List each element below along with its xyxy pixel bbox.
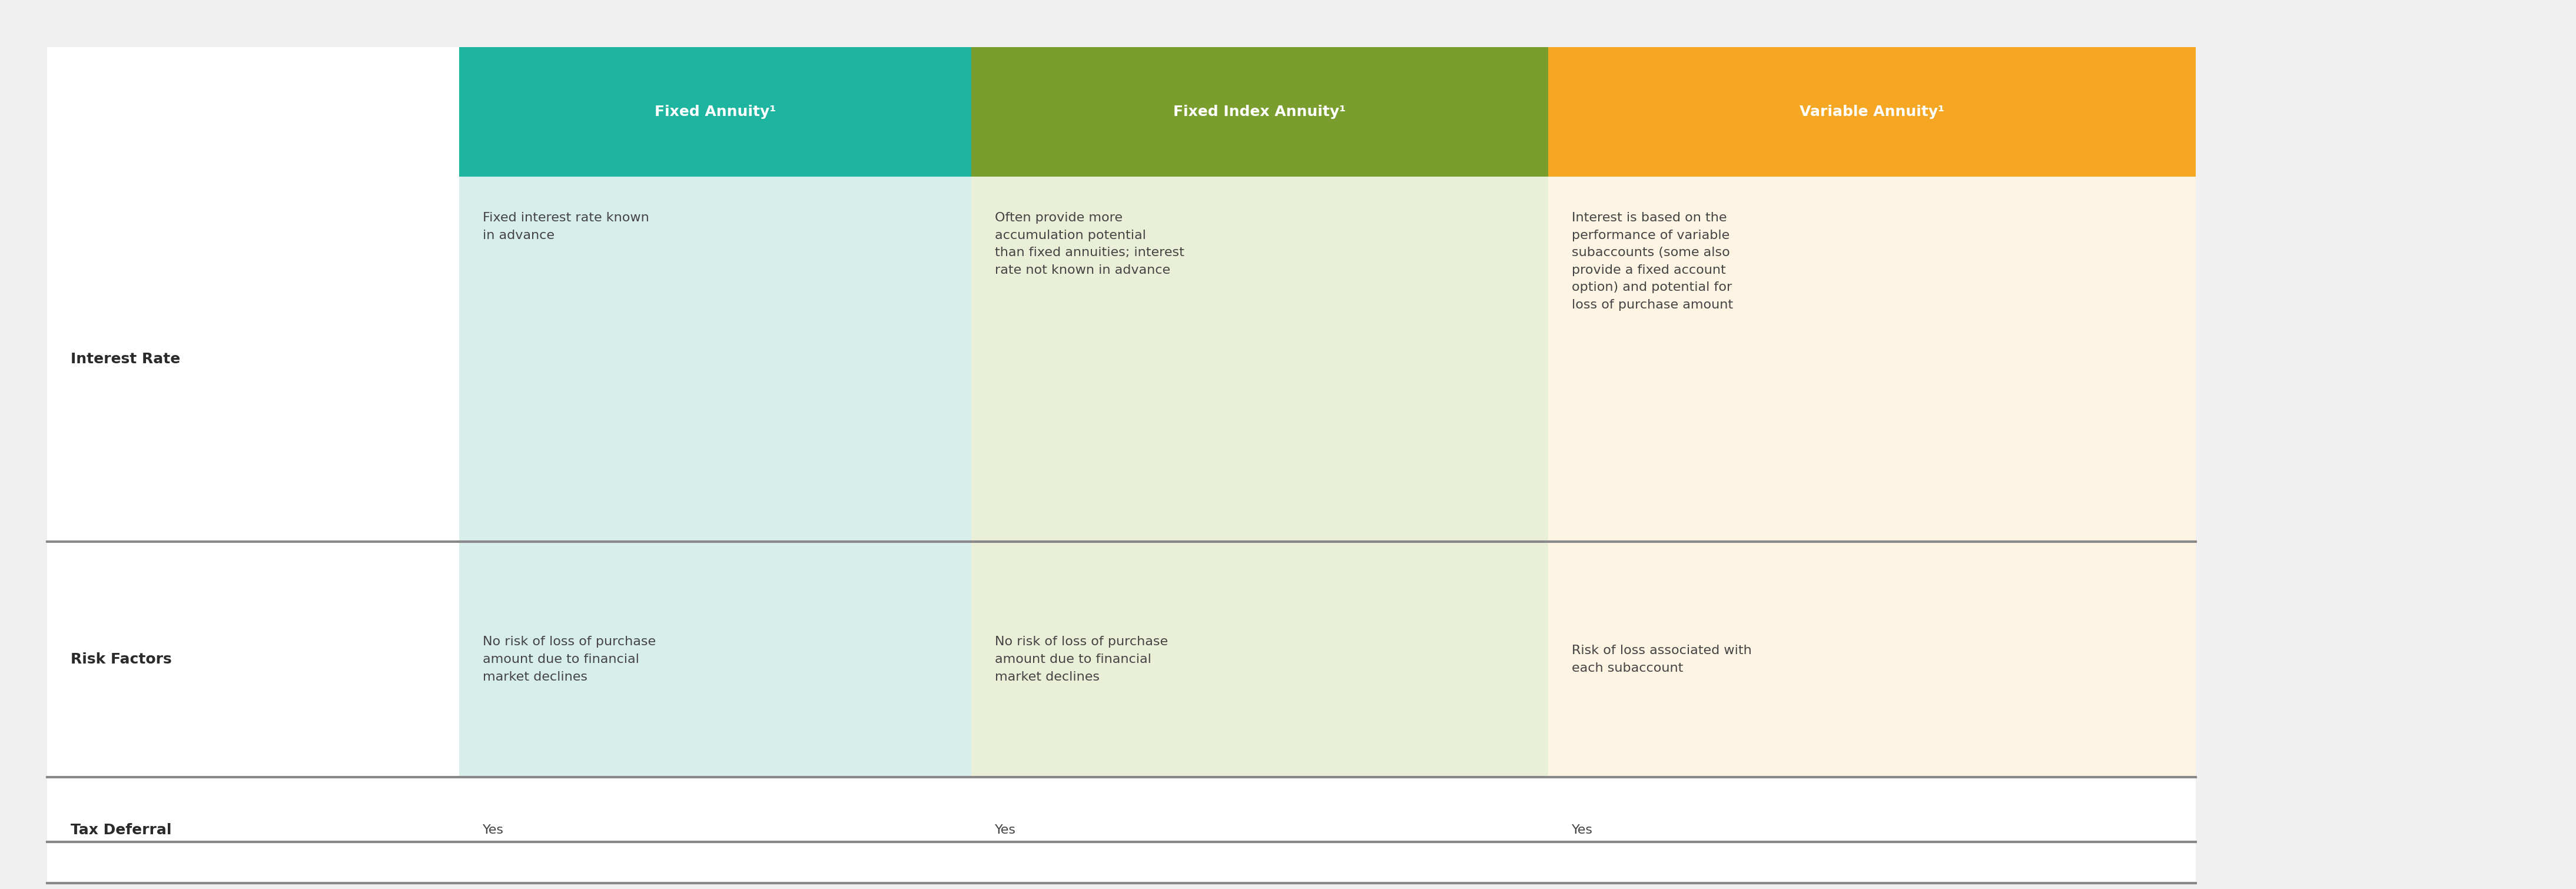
Text: Fixed Annuity¹: Fixed Annuity¹ [654, 105, 775, 119]
Bar [459, 177, 971, 541]
Text: Interest is based on the
performance of variable
subaccounts (some also
provide : Interest is based on the performance of … [1571, 212, 1734, 311]
Text: Yes: Yes [1571, 824, 1592, 836]
Bar [46, 177, 459, 541]
Bar [1548, 541, 2195, 777]
Bar [971, 177, 1548, 541]
Text: Risk Factors: Risk Factors [70, 653, 173, 667]
Text: Often provide more
accumulation potential
than fixed annuities; interest
rate no: Often provide more accumulation potentia… [994, 212, 1185, 276]
Bar [1548, 777, 2195, 883]
Text: Variable Annuity¹: Variable Annuity¹ [1801, 105, 1945, 119]
Bar [971, 47, 1548, 177]
Bar [459, 47, 971, 177]
Text: Tax Deferral: Tax Deferral [70, 823, 173, 837]
Bar [1548, 47, 2195, 177]
Text: No risk of loss of purchase
amount due to financial
market declines: No risk of loss of purchase amount due t… [994, 636, 1167, 683]
Text: Fixed interest rate known
in advance: Fixed interest rate known in advance [482, 212, 649, 241]
Bar [459, 777, 971, 883]
Bar [46, 541, 459, 777]
Text: Risk of loss associated with
each subaccount: Risk of loss associated with each subacc… [1571, 645, 1752, 674]
Text: Interest Rate: Interest Rate [70, 352, 180, 366]
Text: Yes: Yes [482, 824, 505, 836]
Text: Fixed Index Annuity¹: Fixed Index Annuity¹ [1175, 105, 1347, 119]
Bar [46, 47, 2195, 842]
Bar [1548, 177, 2195, 541]
Bar [459, 541, 971, 777]
Bar [46, 777, 459, 883]
Text: Yes: Yes [994, 824, 1015, 836]
Bar [971, 541, 1548, 777]
Text: No risk of loss of purchase
amount due to financial
market declines: No risk of loss of purchase amount due t… [482, 636, 657, 683]
Bar [971, 777, 1548, 883]
